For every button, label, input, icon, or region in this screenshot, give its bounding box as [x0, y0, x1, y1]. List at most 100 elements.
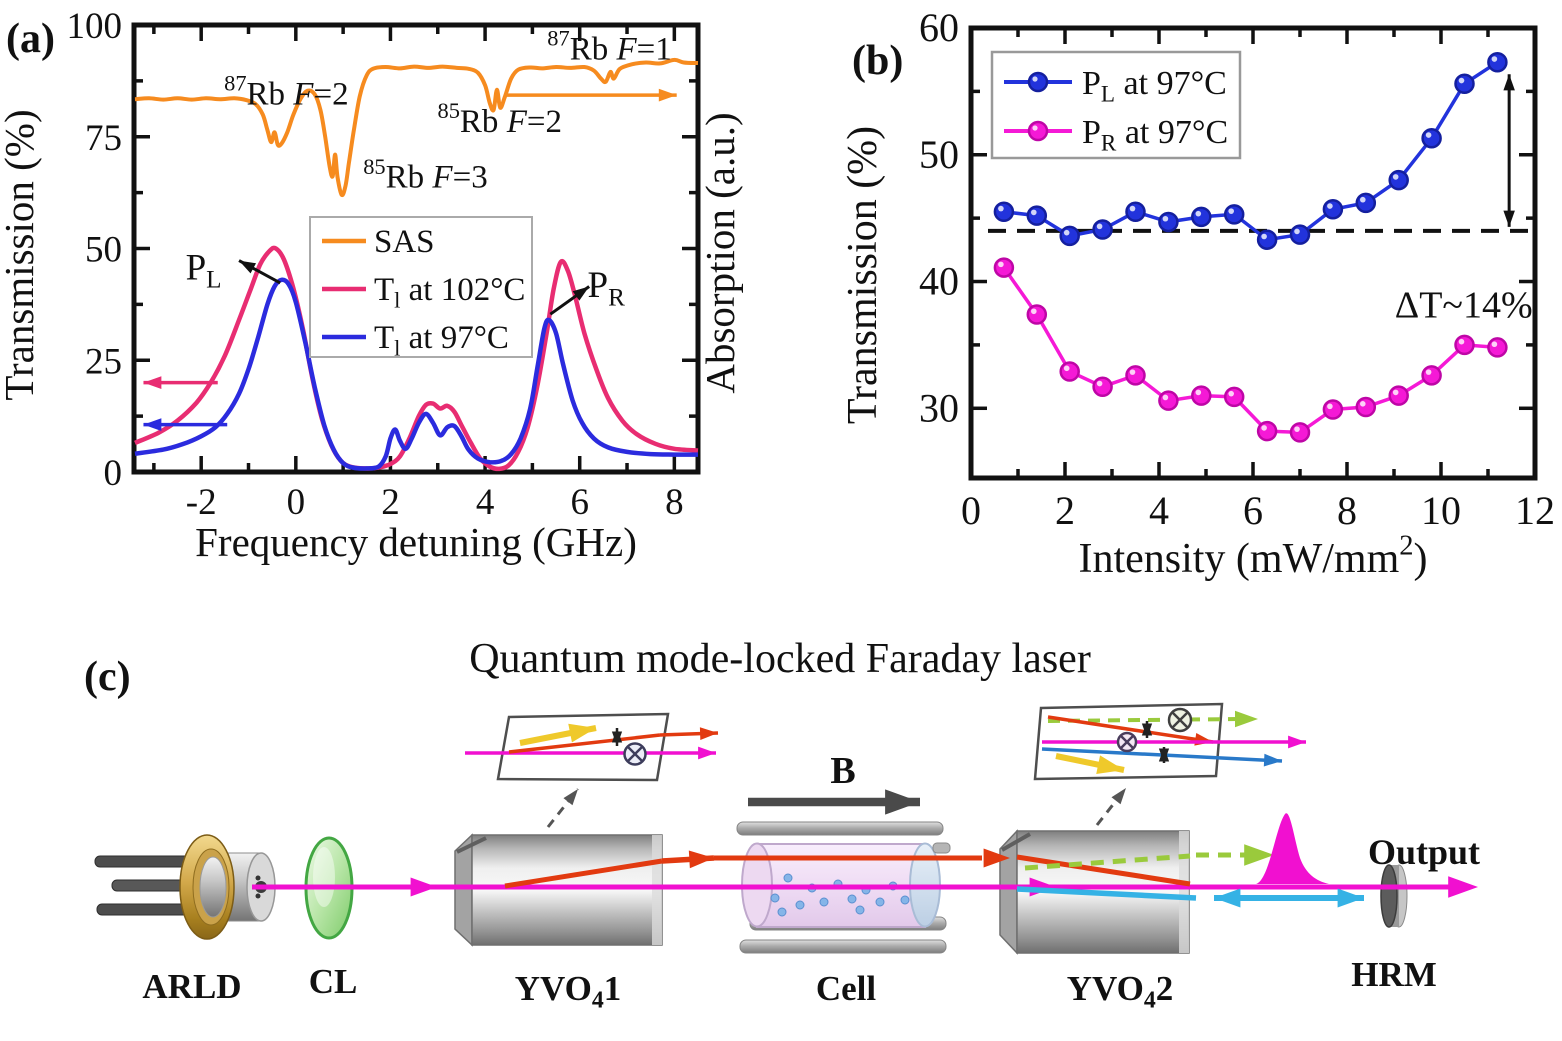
pr97-point: [1026, 304, 1048, 325]
extraordinary-beam-arrowhead-head: [983, 848, 1010, 868]
output-beam-arrowhead-head: [1448, 876, 1478, 898]
x-tick-label: 2: [1055, 488, 1075, 533]
pr97-point: [1092, 376, 1113, 397]
overlay-layer: [623, 707, 1329, 884]
pl97-point-shine: [1458, 77, 1465, 84]
polarization-inset-1: [496, 712, 670, 782]
pr97-point-shine: [1195, 389, 1202, 396]
x-tick-label: 4: [1149, 488, 1169, 533]
label-yvo4-1: YVO41: [515, 969, 621, 1014]
magnetic-field-arrow-head: [885, 789, 920, 815]
inset1-pointer-arrow-head: [563, 789, 578, 806]
diode-pin: [96, 903, 196, 916]
pl97-point: [1026, 205, 1048, 226]
inset2-polarization-tick-head: [1141, 723, 1153, 738]
pl97-point-shine: [1228, 208, 1234, 214]
pl-pointer-arrow-head: [239, 260, 257, 274]
x-tick-label: 2: [381, 482, 400, 523]
pr97-point-shine: [1162, 394, 1169, 401]
pr97-point-shine: [1063, 365, 1070, 372]
inset2-rotated-beam: [1047, 717, 1241, 723]
beam-layer: [252, 710, 1478, 908]
inset1-polarization-tick-head: [611, 731, 623, 746]
pr97-point-shine: [1294, 426, 1300, 432]
y-axis-title: Transmission (%): [840, 126, 886, 424]
label-cell: Cell: [816, 969, 877, 1008]
cavity-round-trip-arrow-head: [1214, 888, 1241, 908]
inset1-c-axis-arrow-head: [568, 723, 596, 743]
inset1-e-beam: [508, 733, 661, 754]
field-into-page-icon: [623, 742, 647, 766]
extraordinary-beam: [504, 858, 663, 889]
x-tick-label: 0: [287, 482, 306, 523]
x-tick-label: 8: [1337, 488, 1357, 533]
rb87-f2-label: 87Rb F=2: [224, 71, 349, 113]
y-tick-label: 30: [919, 385, 959, 430]
diode-dot: [255, 875, 261, 881]
pr97-point: [1125, 365, 1146, 386]
pr97-point: [1223, 386, 1245, 408]
label-b-field: B: [830, 750, 855, 792]
yvo4-1-crystal: [454, 833, 663, 947]
t102-axis-arrow-head: [143, 376, 162, 389]
sas-curve: [134, 57, 699, 198]
pr97-point-shine: [1360, 401, 1366, 407]
pr97-point-shine: [998, 261, 1004, 268]
x-tick-label: 8: [665, 482, 684, 523]
pr97-point: [1256, 420, 1278, 442]
legend-label: Tl at 102°C: [374, 272, 525, 312]
legend-marker-shine: [1032, 76, 1038, 82]
pr97-point: [1158, 390, 1179, 411]
delta-t-arrow-head: [1503, 210, 1515, 227]
panel-a-label: (a): [6, 16, 55, 62]
pl97-point: [1421, 128, 1442, 149]
chart-b: 0 2 4 6 8 10 12 30 40 50 60 Intensity (mW/mm2) Trans…: [840, 5, 1555, 582]
pr97-point-shine: [1491, 341, 1498, 348]
pl97-line: [1003, 60, 1499, 242]
field-into-page-icon: [1116, 731, 1138, 753]
rb87-f1-label: 87Rb F=1: [547, 25, 672, 67]
hrm-mirror: [1380, 864, 1408, 928]
inset2-o-beam-head: [1288, 735, 1306, 749]
rb85-f2-label: 85Rb F=2: [437, 98, 561, 140]
inset2-rotated-arrowhead-head: [1235, 710, 1258, 728]
pl97-point-shine: [1031, 209, 1037, 216]
y-tick-label: 100: [67, 6, 123, 47]
pl97-point-shine: [1392, 174, 1399, 180]
beam-arrowhead-head: [410, 877, 437, 897]
pl97-point: [1158, 211, 1179, 233]
label-arld: ARLD: [142, 967, 241, 1006]
pl97-point: [1191, 206, 1212, 228]
sas-axis-arrow-head: [658, 88, 677, 102]
pr97-point-shine: [1327, 403, 1333, 410]
inset2-e-beam: [1047, 715, 1214, 744]
inset1-e-beam-arrow-head: [699, 727, 718, 740]
pl97-point-shine: [1327, 203, 1333, 209]
rotated-beam-dashed: [1024, 853, 1191, 871]
pl97-point-shine: [1162, 215, 1169, 222]
y-tick-label: 50: [85, 230, 122, 271]
label-yvo4-2: YVO42: [1067, 969, 1173, 1014]
y-tick-label: 75: [85, 118, 122, 159]
pr97-point-shine: [1096, 380, 1103, 387]
pl97-point: [1388, 169, 1409, 191]
label-cl: CL: [309, 962, 358, 1001]
reflected-beam: [1016, 886, 1197, 901]
pr97-point: [1355, 396, 1377, 418]
pl97-point-shine: [1491, 56, 1498, 62]
inset2-c-axis-arrow-head: [1096, 755, 1124, 774]
y-tick-label: 0: [104, 453, 123, 494]
pr97-point-shine: [1392, 389, 1399, 396]
arld-diode: [94, 834, 276, 940]
legend-marker: [1027, 120, 1049, 142]
pr97-point: [1388, 385, 1409, 406]
chart-a: -2 0 2 4 6 8 0 25 50 75 100 Frequency detuning (GHz…: [0, 6, 743, 565]
y-axis-title: Transmission (%): [0, 109, 42, 400]
y-tick-label: 25: [85, 341, 122, 382]
diode-dot: [255, 893, 261, 899]
x-axis-title: Intensity (mW/mm2): [1078, 530, 1427, 582]
pr-pointer-arrow-head: [572, 286, 590, 301]
legend-label: PR at 97°C: [1082, 114, 1228, 156]
pr97-point: [1421, 365, 1442, 386]
